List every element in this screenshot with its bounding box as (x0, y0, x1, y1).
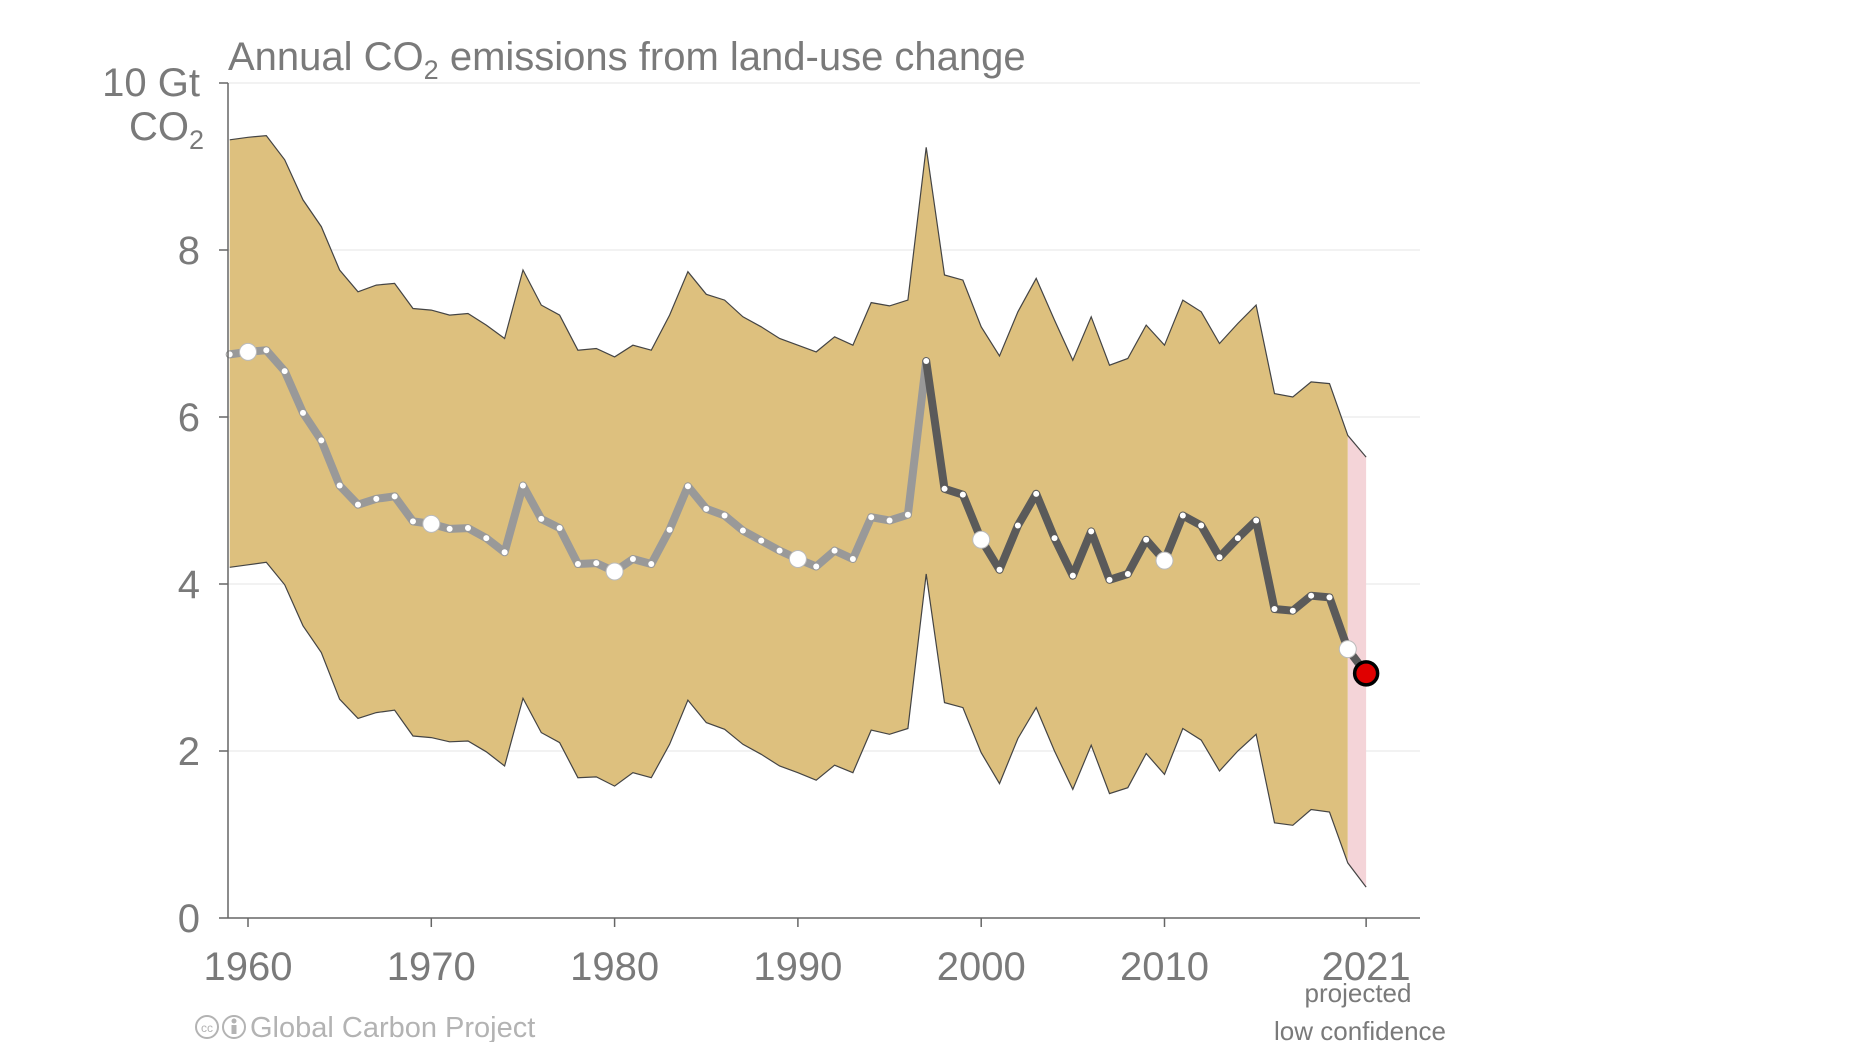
data-point (464, 525, 471, 532)
data-point (483, 535, 490, 542)
data-point (556, 525, 563, 532)
data-point (886, 517, 893, 524)
data-point (1216, 554, 1223, 561)
projection-point (1352, 660, 1380, 687)
data-point (703, 505, 710, 512)
data-point (1033, 490, 1040, 497)
data-point (1198, 522, 1205, 529)
data-point (574, 560, 581, 567)
data-point (1308, 592, 1315, 599)
data-point (1289, 607, 1296, 614)
data-point (1271, 606, 1278, 613)
data-point (739, 527, 746, 534)
data-point (336, 482, 343, 489)
data-point (1069, 572, 1076, 579)
x-tick-label: 1970 (387, 945, 476, 989)
data-point (831, 547, 838, 554)
data-point (941, 485, 948, 492)
y-tick-label: 4 (178, 563, 200, 607)
data-point (1088, 528, 1095, 535)
data-point (904, 511, 911, 518)
data-point (538, 515, 545, 522)
data-point (1326, 594, 1333, 601)
data-point (758, 537, 765, 544)
svg-text:cc: cc (201, 1021, 213, 1035)
data-point (813, 563, 820, 570)
data-markers (226, 342, 1380, 687)
data-point (1253, 517, 1260, 524)
y-tick-label: 0 (178, 897, 200, 941)
data-point (318, 437, 325, 444)
data-point (281, 368, 288, 375)
data-point (1014, 522, 1021, 529)
data-point (776, 547, 783, 554)
data-point (849, 555, 856, 562)
projected-label: projected (1305, 978, 1412, 1008)
chart-title: Annual CO2 emissions from land-use chang… (228, 35, 1026, 85)
band-lower-edge (229, 561, 1367, 888)
data-point-highlight (788, 549, 807, 568)
data-point-highlight (972, 530, 991, 549)
data-point-highlight (1338, 640, 1357, 659)
x-tick-label: 2010 (1120, 945, 1209, 989)
data-point (373, 495, 380, 502)
data-point (446, 525, 453, 532)
data-point (1124, 570, 1131, 577)
data-point (1179, 512, 1186, 519)
data-point-highlight (239, 342, 257, 361)
data-point (684, 483, 691, 490)
uncertainty-band (229, 135, 1348, 863)
data-point (1106, 576, 1113, 583)
band-upper-edge (229, 134, 1367, 458)
data-point (648, 560, 655, 567)
data-point (593, 560, 600, 567)
y-tick-labels: 0 2 4 6 8 (178, 229, 200, 941)
y-tick-label: 2 (178, 730, 200, 774)
data-point-highlight (1155, 551, 1174, 570)
data-point (391, 493, 398, 500)
y-tick-label: 8 (178, 229, 200, 273)
data-point (1051, 535, 1058, 542)
data-point (629, 555, 636, 562)
data-point (409, 518, 416, 525)
y-axis-label-unit: 10 Gt (102, 61, 200, 105)
x-tick-label: 2000 (937, 945, 1026, 989)
confidence-label: low confidence (1274, 1016, 1446, 1042)
credit-text: Global Carbon Project (250, 1012, 535, 1042)
data-point (996, 566, 1003, 573)
data-point (299, 409, 306, 416)
uncertainty-bands (229, 134, 1367, 888)
data-point (501, 549, 508, 556)
data-point-highlight (605, 562, 624, 581)
data-point (263, 347, 270, 354)
axes (219, 82, 1420, 927)
x-tick-label: 1960 (204, 945, 293, 989)
x-tick-label: 1990 (753, 945, 842, 989)
x-tick-label: 1980 (570, 945, 659, 989)
data-point-highlight (422, 514, 441, 533)
data-point (721, 512, 728, 519)
data-point (519, 482, 526, 489)
data-point (923, 358, 930, 365)
y-tick-label: 6 (178, 396, 200, 440)
data-point (1234, 535, 1241, 542)
data-point (1143, 536, 1150, 543)
cc-by-icon: cc (195, 1015, 246, 1039)
x-tick-label: 2021 (1322, 945, 1411, 989)
data-point (868, 514, 875, 521)
x-tick-labels: 1960 1970 1980 1990 2000 2010 2021 (204, 945, 1411, 989)
data-point (959, 491, 966, 498)
data-point (666, 526, 673, 533)
data-point (354, 501, 361, 508)
y-axis-label-gas: CO2 (129, 105, 204, 155)
